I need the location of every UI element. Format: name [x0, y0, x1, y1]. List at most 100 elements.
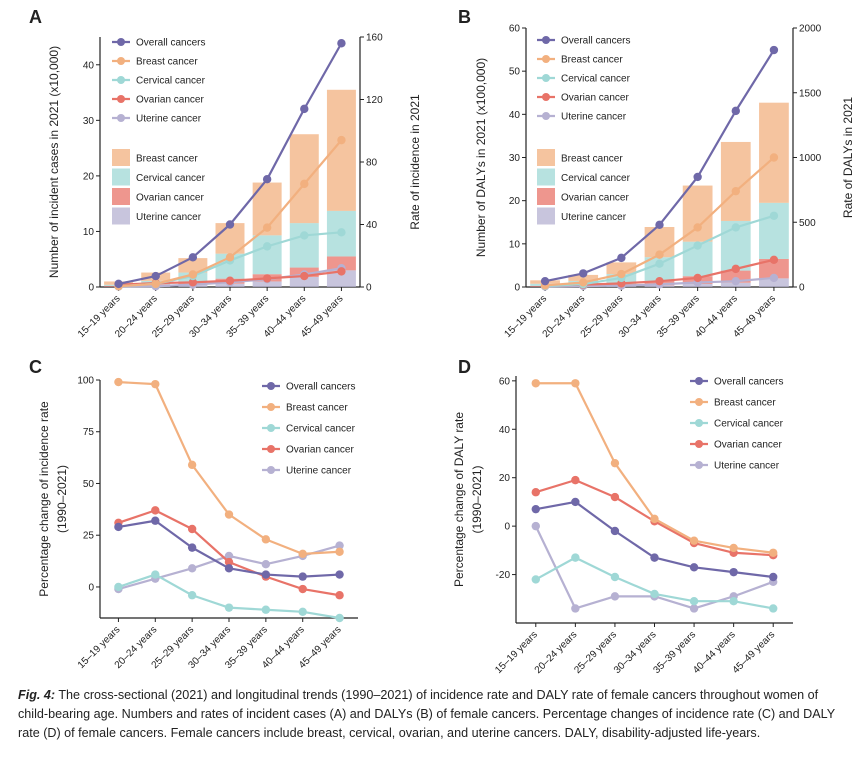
- y-axis-title-B: Number of DALYs in 2021 (x100,000): [474, 58, 488, 257]
- series-point-ovarian-cancer-A: [262, 274, 272, 283]
- series-point-cervical-cancer-A: [300, 231, 309, 240]
- legend-marker-D: [695, 461, 703, 469]
- series-point-breast-cancer-A: [337, 135, 346, 145]
- legend-marker-A: [117, 95, 125, 103]
- series-point-breast-cancer-A: [188, 270, 198, 279]
- series-point-uterine-cancer-D: [689, 604, 699, 613]
- series-point-ovarian-cancer-A: [300, 271, 309, 281]
- series-point-overall-cancers-B: [540, 276, 550, 286]
- series-point-cervical-cancer-C: [335, 613, 344, 623]
- series-point-overall-cancers-A: [188, 253, 198, 262]
- y-tick-label-B: 60: [509, 24, 521, 35]
- y2-tick-label-B: 1500: [799, 88, 822, 99]
- series-point-overall-cancers-A: [114, 279, 123, 289]
- legend-label-uterine-cancer-A: Uterine cancer: [136, 114, 202, 125]
- y-tick-label-C: 25: [83, 531, 95, 542]
- legend-marker-C: [267, 382, 275, 390]
- caption-text: The cross-sectional (2021) and longitudi…: [18, 688, 835, 740]
- series-point-ovarian-cancer-D: [610, 492, 620, 502]
- series-point-cervical-cancer-A: [337, 228, 346, 237]
- panel-label-C: C: [29, 357, 42, 377]
- legend-label-overall-cancers-A: Overall cancers: [136, 38, 205, 49]
- legend-label-uterine-cancer-C: Uterine cancer: [286, 466, 352, 477]
- y-tick-label-D: 40: [499, 425, 511, 436]
- y-axis-title-C: Percentage change of incidence rate: [37, 401, 51, 597]
- bar-uterine-cancer-B: [759, 278, 789, 287]
- series-point-ovarian-cancer-A: [225, 276, 235, 285]
- series-point-overall-cancers-A: [337, 39, 346, 48]
- series-point-overall-cancers-C: [114, 522, 123, 532]
- legend-label-ovarian-cancer-bar-B: Ovarian cancer: [561, 193, 629, 204]
- bar-breast-cancer-B: [568, 274, 599, 281]
- y2-tick-label-A: 0: [366, 283, 372, 294]
- legend-marker-A: [117, 76, 125, 84]
- y-tick-label-B: 20: [509, 196, 521, 207]
- legend-marker-C: [267, 445, 275, 453]
- y-axis-title-D: Percentage change of DALY rate: [452, 412, 466, 587]
- series-point-breast-cancer-A: [151, 279, 160, 289]
- legend-marker-B: [542, 55, 550, 63]
- y-tick-label-B: 0: [514, 283, 520, 294]
- legend-marker-B: [542, 93, 550, 101]
- legend-label-cervical-cancer-C: Cervical cancer: [286, 424, 356, 435]
- series-point-cervical-cancer-D: [571, 553, 580, 562]
- series-point-breast-cancer-D: [610, 458, 620, 468]
- series-point-overall-cancers-D: [769, 572, 778, 582]
- y-tick-label-D: 60: [499, 376, 511, 387]
- series-point-uterine-cancer-C: [261, 559, 271, 569]
- series-point-breast-cancer-B: [655, 250, 664, 259]
- bar-breast-cancer-B: [682, 185, 713, 242]
- legend-label-cervical-cancer-B: Cervical cancer: [561, 74, 631, 85]
- legend-label-ovarian-cancer-C: Ovarian cancer: [286, 445, 354, 456]
- series-point-uterine-cancer-D: [610, 592, 620, 601]
- legend-label-ovarian-cancer-D: Ovarian cancer: [714, 440, 782, 451]
- series-point-ovarian-cancer-B: [731, 264, 740, 274]
- series-point-overall-cancers-C: [335, 570, 344, 579]
- legend-label-overall-cancers-C: Overall cancers: [286, 382, 355, 393]
- legend-label-breast-cancer-B: Breast cancer: [561, 55, 623, 66]
- series-point-cervical-cancer-D: [531, 575, 540, 584]
- panel-label-D: D: [458, 357, 471, 377]
- legend-marker-D: [695, 440, 703, 448]
- series-point-ovarian-cancer-D: [571, 475, 580, 485]
- legend-label-uterine-cancer-bar-B: Uterine cancer: [561, 212, 627, 223]
- series-point-overall-cancers-D: [689, 563, 699, 572]
- series-point-uterine-cancer-C: [187, 564, 197, 573]
- series-point-ovarian-cancer-D: [531, 488, 540, 497]
- series-point-ovarian-cancer-B: [693, 273, 702, 283]
- y-tick-label-B: 50: [509, 67, 521, 78]
- x-tick-label-D: 45–49 years: [731, 629, 778, 676]
- y2-tick-label-B: 0: [799, 283, 805, 294]
- series-point-cervical-cancer-B: [693, 241, 702, 250]
- series-point-breast-cancer-D: [769, 548, 778, 557]
- series-point-overall-cancers-D: [531, 504, 540, 514]
- bar-uterine-cancer-A: [326, 270, 356, 287]
- legend-bar-swatch-B: [537, 149, 555, 166]
- legend-marker-D: [695, 398, 703, 406]
- series-point-cervical-cancer-D: [769, 604, 778, 613]
- series-point-overall-cancers-B: [769, 45, 779, 55]
- series-point-cervical-cancer-B: [655, 259, 664, 268]
- series-point-breast-cancer-B: [579, 278, 588, 287]
- legend-label-ovarian-cancer-A: Ovarian cancer: [136, 95, 204, 106]
- series-point-uterine-cancer-C: [224, 551, 234, 561]
- y-tick-label-A: 30: [83, 116, 95, 127]
- panel-label-A: A: [29, 7, 42, 27]
- bar-breast-cancer-A: [289, 134, 319, 224]
- series-point-uterine-cancer-D: [531, 521, 540, 531]
- y-tick-label-B: 40: [509, 110, 521, 121]
- series-point-breast-cancer-B: [617, 269, 626, 279]
- legend-label-cervical-cancer-A: Cervical cancer: [136, 76, 206, 87]
- bar-cervical-cancer-B: [644, 257, 675, 281]
- legend-marker-C: [267, 466, 275, 474]
- y2-tick-label-A: 40: [366, 220, 378, 231]
- bar-cervical-cancer-A: [252, 235, 282, 275]
- series-point-overall-cancers-A: [262, 174, 272, 184]
- series-point-overall-cancers-D: [650, 553, 659, 562]
- y2-axis-title-A: Rate of incidence in 2021: [408, 94, 422, 230]
- series-point-breast-cancer-A: [262, 223, 272, 232]
- series-point-cervical-cancer-D: [610, 572, 620, 582]
- legend-label-breast-cancer-C: Breast cancer: [286, 403, 348, 414]
- legend-label-cervical-cancer-bar-A: Cervical cancer: [136, 173, 206, 184]
- series-point-overall-cancers-D: [571, 497, 580, 507]
